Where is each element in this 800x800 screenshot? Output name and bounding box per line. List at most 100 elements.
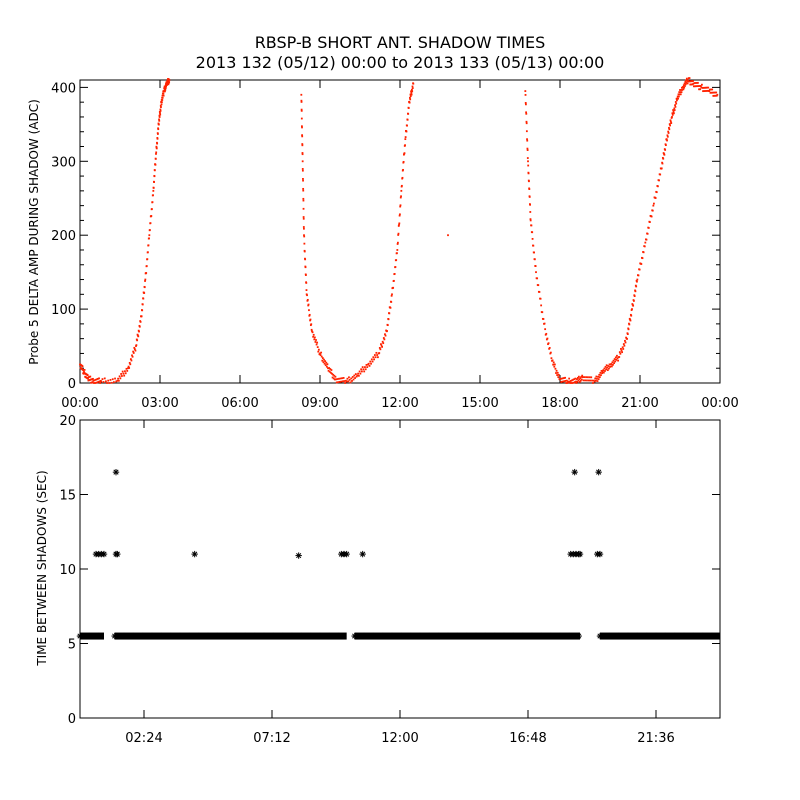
amplitude-point bbox=[303, 235, 306, 238]
amplitude-point bbox=[330, 369, 333, 371]
amplitude-point bbox=[600, 374, 602, 377]
amplitude-point bbox=[701, 83, 703, 86]
interval-point bbox=[307, 632, 314, 640]
amplitude-point bbox=[373, 354, 376, 356]
amplitude-point bbox=[534, 265, 537, 267]
interval-point bbox=[500, 632, 508, 640]
amplitude-point bbox=[347, 380, 350, 383]
amplitude-point bbox=[563, 380, 566, 383]
amplitude-point bbox=[447, 234, 449, 237]
amplitude-point bbox=[300, 99, 303, 102]
interval-point bbox=[120, 632, 128, 640]
amplitude-point bbox=[313, 338, 316, 341]
amplitude-point bbox=[596, 377, 598, 380]
amplitude-point bbox=[334, 375, 337, 378]
interval-point bbox=[260, 632, 268, 640]
amplitude-point bbox=[396, 243, 399, 245]
interval-point bbox=[528, 632, 536, 640]
interval-point bbox=[335, 632, 342, 640]
amplitude-point bbox=[301, 135, 304, 138]
amplitude-point bbox=[525, 103, 527, 106]
amplitude-point bbox=[302, 178, 304, 180]
amplitude-point bbox=[572, 381, 575, 384]
amplitude-point bbox=[708, 90, 711, 92]
amplitude-point bbox=[700, 86, 703, 89]
interval-point bbox=[643, 632, 650, 640]
amplitude-point bbox=[82, 369, 85, 372]
amplitude-point bbox=[331, 372, 333, 375]
interval-point bbox=[379, 632, 386, 640]
amplitude-point bbox=[94, 378, 97, 381]
amplitude-point bbox=[709, 88, 711, 91]
amplitude-point bbox=[332, 373, 335, 376]
amplitude-point bbox=[366, 366, 369, 368]
amplitude-point bbox=[662, 157, 665, 160]
amplitude-point bbox=[679, 91, 682, 94]
amplitude-point bbox=[579, 377, 582, 379]
amplitude-point bbox=[127, 365, 130, 368]
amplitude-point bbox=[533, 258, 536, 261]
amplitude-point bbox=[526, 139, 529, 142]
amplitude-point bbox=[124, 372, 127, 375]
amplitude-point bbox=[655, 191, 658, 194]
amplitude-point bbox=[598, 376, 601, 379]
amplitude-point bbox=[317, 348, 320, 351]
amplitude-point bbox=[126, 369, 129, 372]
amplitude-point bbox=[702, 86, 705, 89]
amplitude-point bbox=[301, 168, 304, 170]
amplitude-point bbox=[563, 377, 565, 379]
amplitude-point bbox=[388, 312, 391, 315]
amplitude-point bbox=[130, 359, 133, 362]
amplitude-point bbox=[108, 382, 111, 384]
amplitude-point bbox=[403, 152, 406, 155]
amplitude-point bbox=[310, 323, 313, 326]
amplitude-point bbox=[119, 377, 122, 380]
amplitude-point bbox=[358, 370, 361, 373]
amplitude-point bbox=[153, 169, 156, 172]
amplitude-point bbox=[367, 362, 370, 365]
amplitude-point bbox=[613, 362, 615, 365]
chart-title-line2: 2013 132 (05/12) 00:00 to 2013 133 (05/1… bbox=[196, 53, 605, 72]
amplitude-point bbox=[581, 376, 584, 378]
amplitude-point bbox=[338, 377, 340, 380]
amplitude-point bbox=[407, 113, 410, 115]
amplitude-point bbox=[324, 360, 327, 363]
amplitude-point bbox=[672, 109, 675, 111]
amplitude-point bbox=[586, 379, 588, 382]
amplitude-point bbox=[397, 234, 400, 236]
amplitude-point bbox=[380, 344, 383, 347]
interval-point bbox=[699, 632, 706, 640]
amplitude-point bbox=[342, 377, 345, 379]
amplitude-point bbox=[161, 96, 164, 99]
amplitude-point bbox=[92, 377, 94, 380]
amplitude-point bbox=[674, 105, 677, 108]
amplitude-point bbox=[302, 216, 305, 218]
amplitude-point bbox=[552, 363, 555, 366]
amplitude-point bbox=[681, 89, 684, 91]
amplitude-point bbox=[322, 361, 325, 364]
interval-point bbox=[298, 632, 305, 640]
amplitude-point bbox=[592, 382, 594, 384]
amplitude-point bbox=[134, 349, 137, 352]
amplitude-point bbox=[327, 367, 329, 370]
amplitude-point bbox=[160, 106, 162, 109]
amplitude-point bbox=[618, 356, 621, 358]
amplitude-point bbox=[327, 369, 330, 372]
amplitude-point bbox=[142, 297, 145, 300]
amplitude-point bbox=[124, 370, 126, 373]
amplitude-point bbox=[682, 85, 684, 88]
amplitude-point bbox=[355, 375, 358, 378]
bottom-x-tick-label: 12:00 bbox=[381, 731, 418, 746]
amplitude-point bbox=[138, 325, 141, 328]
amplitude-point bbox=[315, 339, 317, 341]
amplitude-point bbox=[565, 379, 568, 382]
amplitude-point bbox=[679, 93, 682, 96]
amplitude-point bbox=[694, 82, 697, 84]
top-x-tick-label: 18:00 bbox=[541, 396, 578, 411]
top-x-tick-label: 03:00 bbox=[141, 396, 178, 411]
amplitude-point bbox=[152, 194, 154, 197]
amplitude-point bbox=[159, 109, 162, 112]
amplitude-point bbox=[674, 101, 677, 103]
amplitude-point bbox=[529, 203, 531, 206]
